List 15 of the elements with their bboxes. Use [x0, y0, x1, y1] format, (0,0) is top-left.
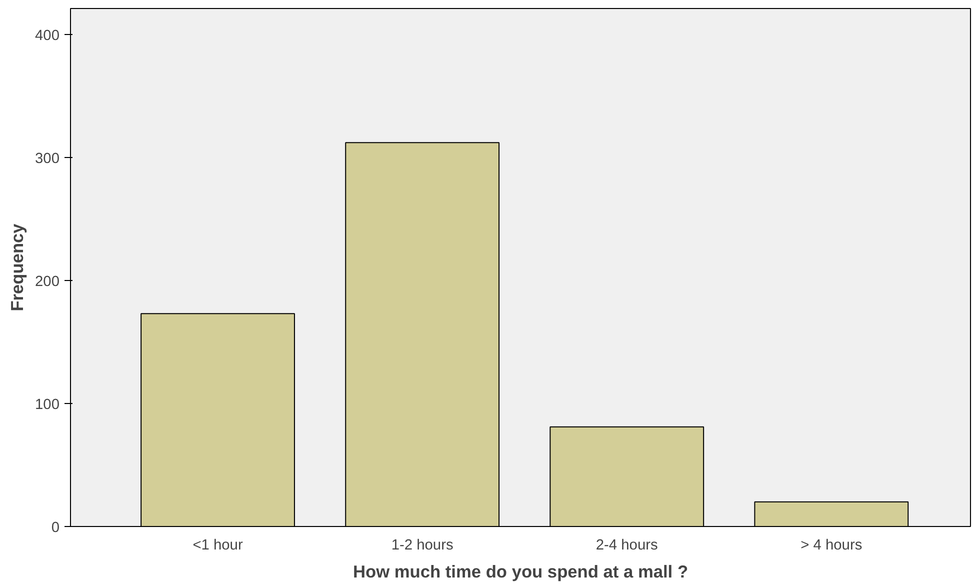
bar [345, 142, 500, 526]
y-tick-label: 400 [35, 28, 60, 44]
y-tick-label: 100 [35, 396, 60, 413]
bar [550, 426, 704, 526]
y-tick-label: 300 [35, 150, 60, 167]
bar [140, 313, 295, 526]
y-tick-label: 0 [51, 520, 60, 536]
x-tick-label: 2-4 hours [596, 538, 658, 554]
y-tick-label: 200 [35, 274, 60, 290]
x-axis-title: How much time do you spend at a mall ? [352, 562, 688, 582]
x-tick-label: 1-2 hours [391, 538, 454, 554]
bar [754, 501, 909, 526]
x-tick-label: <1 hour [192, 538, 243, 554]
x-tick-label: > 4 hours [800, 538, 862, 554]
y-axis-title: Frequency [7, 223, 28, 312]
